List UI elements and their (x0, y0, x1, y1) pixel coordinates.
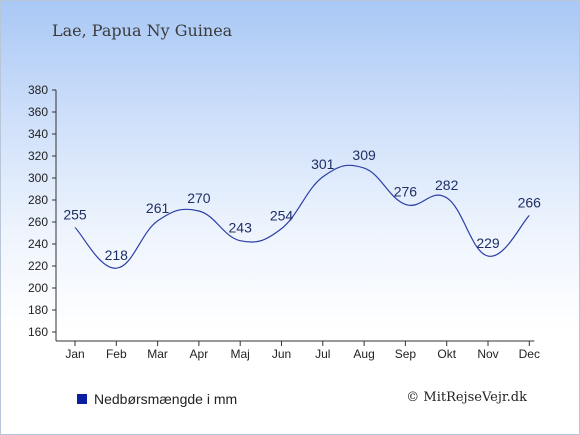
x-tick-label: Jan (65, 347, 84, 361)
legend: Nedbørsmængde i mm (77, 391, 237, 407)
x-tick-label: Maj (231, 347, 250, 361)
y-tick-label: 340 (28, 127, 48, 141)
x-tick-label: Jun (272, 347, 291, 361)
x-tick-label: Sep (395, 347, 417, 361)
data-label: 243 (229, 220, 253, 236)
data-label: 266 (518, 194, 542, 210)
data-label: 301 (311, 156, 335, 172)
y-tick-label: 200 (28, 281, 48, 295)
credit-text: © MitRejseVejr.dk (406, 390, 527, 405)
x-tick-label: Feb (106, 347, 127, 361)
data-label: 261 (146, 200, 170, 216)
y-tick-label: 360 (28, 105, 48, 119)
y-tick-label: 180 (28, 303, 48, 317)
y-tick-label: 260 (28, 215, 48, 229)
data-label: 254 (270, 208, 294, 224)
data-label: 218 (105, 247, 129, 263)
x-tick-label: Dec (519, 347, 540, 361)
y-tick-label: 220 (28, 259, 48, 273)
y-tick-label: 280 (28, 193, 48, 207)
y-tick-label: 300 (28, 171, 48, 185)
legend-label: Nedbørsmængde i mm (94, 391, 238, 407)
x-tick-label: Apr (190, 347, 209, 361)
y-tick-label: 160 (28, 325, 48, 339)
y-tick-label: 240 (28, 237, 48, 251)
x-tick-label: Mar (147, 347, 168, 361)
data-label: 309 (352, 147, 376, 163)
data-label: 270 (187, 190, 211, 206)
data-label: 276 (394, 183, 418, 199)
x-tick-label: Nov (477, 347, 498, 361)
y-tick-label: 320 (28, 149, 48, 163)
data-label: 282 (435, 177, 459, 193)
chart-title: Lae, Papua Ny Guinea (52, 21, 233, 40)
series-line (74, 164, 530, 269)
x-tick-label: Jul (315, 347, 330, 361)
data-label: 229 (476, 235, 500, 251)
y-tick-label: 380 (28, 83, 48, 97)
legend-swatch-icon (77, 394, 87, 404)
x-tick-label: Aug (353, 347, 374, 361)
x-tick-label: Okt (437, 347, 456, 361)
data-label: 255 (63, 207, 87, 223)
